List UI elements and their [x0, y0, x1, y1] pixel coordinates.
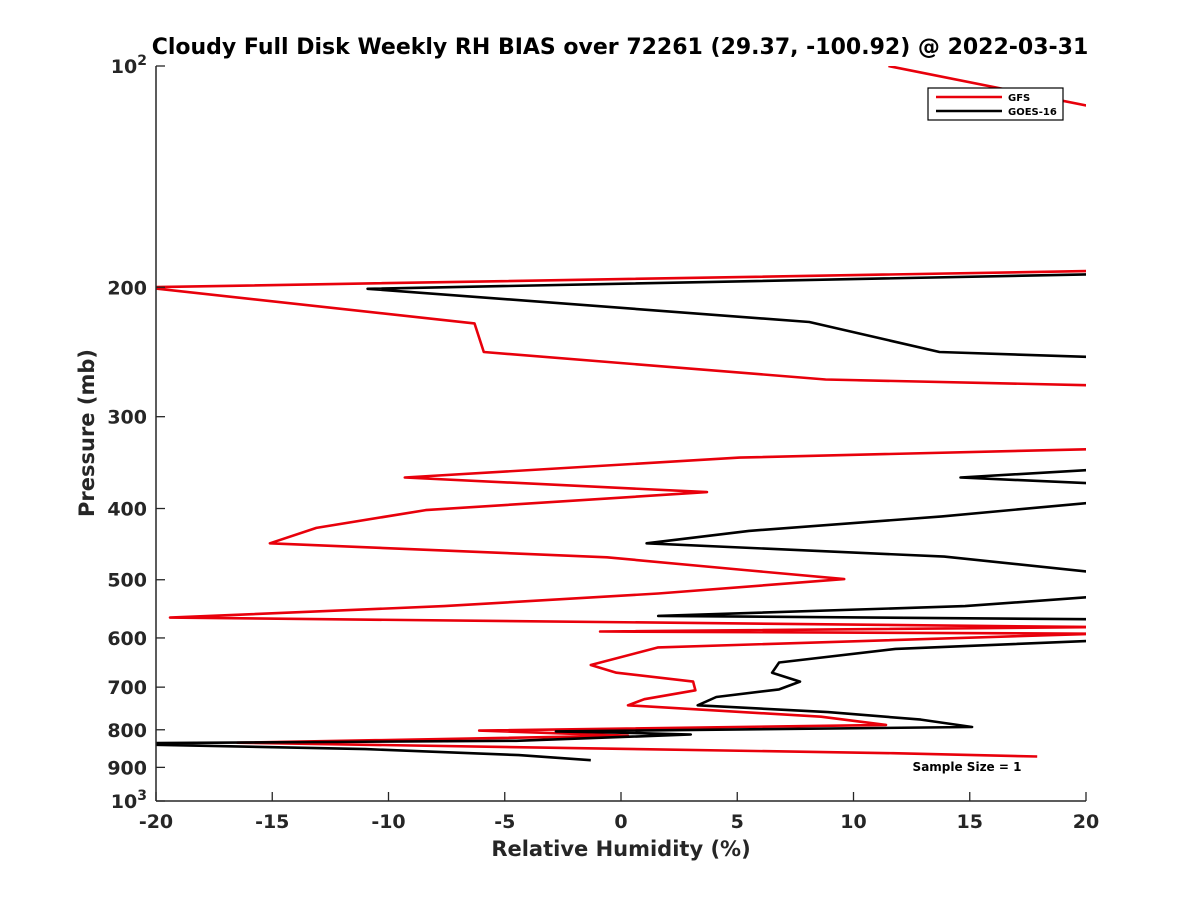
tick-labels: -20 -15 -10 -5 0 5 10 15 20 102 200 300 400 500 600 700…: [107, 53, 1099, 833]
series-layer: [156, 66, 1086, 762]
axes-layer: [155, 65, 1087, 802]
x-tick-label: 15: [957, 811, 983, 833]
y-tick-label: 103: [111, 788, 147, 813]
x-tick-label: -15: [255, 811, 289, 833]
series-line-gfs: [156, 66, 1086, 758]
y-axis-label: Pressure (mb): [75, 349, 99, 517]
y-tick-label: 900: [107, 757, 147, 779]
legend-label-gfs: GFS: [1008, 93, 1030, 104]
legend-label-goes16: GOES-16: [1008, 107, 1057, 118]
x-tick-label: 5: [731, 811, 744, 833]
y-tick-label: 600: [107, 628, 147, 650]
y-tick-label: 400: [107, 499, 147, 521]
sample-size-annotation: Sample Size = 1: [913, 760, 1022, 774]
y-tick-label: 102: [111, 53, 147, 78]
series-line-goes16: [156, 273, 1086, 762]
y-tick-label: 200: [107, 277, 147, 299]
y-tick-label: 700: [107, 677, 147, 699]
legend: GFS GOES-16: [927, 87, 1064, 121]
x-tick-label: 10: [840, 811, 866, 833]
y-tick-label: 300: [107, 407, 147, 429]
x-axis-label: Relative Humidity (%): [491, 837, 750, 861]
x-tick-label: 20: [1073, 811, 1099, 833]
x-tick-label: -20: [139, 811, 173, 833]
y-tick-label: 500: [107, 570, 147, 592]
legend-box: [927, 87, 1064, 121]
x-tick-label: -5: [494, 811, 515, 833]
x-tick-label: 0: [614, 811, 627, 833]
x-tick-label: -10: [371, 811, 405, 833]
chart-title: Cloudy Full Disk Weekly RH BIAS over 722…: [152, 35, 1089, 60]
y-tick-label: 800: [107, 720, 147, 742]
